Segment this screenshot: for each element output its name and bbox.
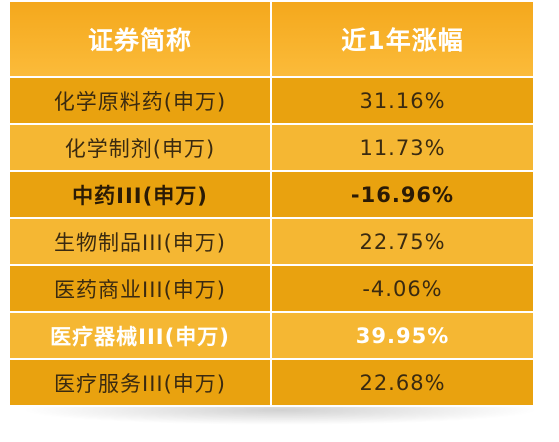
table-row: 化学制剂(申万) 11.73% <box>8 123 535 172</box>
table-row: 化学原料药(申万) 31.16% <box>8 76 535 125</box>
security-name: 医药商业III(申万) <box>8 264 272 313</box>
one-year-change: 11.73% <box>270 123 535 172</box>
one-year-change: 31.16% <box>270 76 535 125</box>
table-row: 医疗服务III(申万) 22.68% <box>8 358 535 407</box>
header-row: 证券简称 近1年涨幅 <box>8 0 535 78</box>
performance-table: 证券简称 近1年涨幅 化学原料药(申万) 31.16% 化学制剂(申万) 11.73%… <box>8 0 535 407</box>
one-year-change: 22.68% <box>270 358 535 407</box>
table-row: 中药III(申万) -16.96% <box>8 170 535 219</box>
security-name: 生物制品III(申万) <box>8 217 272 266</box>
security-name: 医疗服务III(申万) <box>8 358 272 407</box>
table-row: 医药商业III(申万) -4.06% <box>8 264 535 313</box>
table-row: 医疗器械III(申万) 39.95% <box>8 311 535 360</box>
security-name: 中药III(申万) <box>8 170 272 219</box>
table-body: 化学原料药(申万) 31.16% 化学制剂(申万) 11.73% 中药III(申万) -1… <box>8 76 535 407</box>
table-row: 生物制品III(申万) 22.75% <box>8 217 535 266</box>
security-name: 化学制剂(申万) <box>8 123 272 172</box>
header-cell: 近1年涨幅 <box>270 0 535 78</box>
one-year-change: 39.95% <box>270 311 535 360</box>
one-year-change: 22.75% <box>270 217 535 266</box>
security-name: 医疗器械III(申万) <box>8 311 272 360</box>
security-name: 化学原料药(申万) <box>8 76 272 125</box>
header-cell: 证券简称 <box>8 0 272 78</box>
one-year-change: -16.96% <box>270 170 535 219</box>
table-header: 证券简称 近1年涨幅 <box>8 0 535 78</box>
one-year-change: -4.06% <box>270 264 535 313</box>
